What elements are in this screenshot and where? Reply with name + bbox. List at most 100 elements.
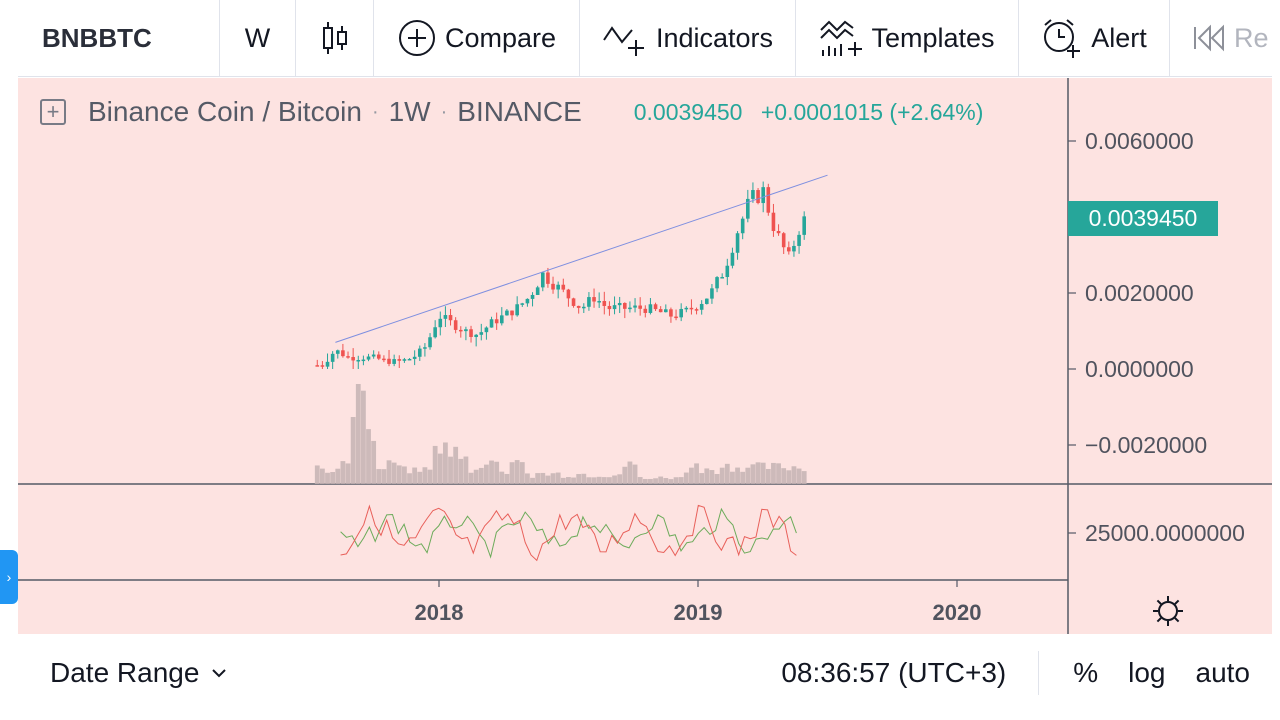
candle-body (699, 303, 704, 310)
candle-body (587, 297, 591, 307)
candle-body (658, 309, 663, 313)
alert-clock-icon (1044, 19, 1081, 58)
series-legend: + Binance Coin / Bitcoin · 1W · BINANCE … (40, 96, 983, 128)
timezone-clock[interactable]: 08:36:57 (UTC+3) (781, 657, 1007, 688)
interval-button[interactable]: W (220, 0, 296, 76)
candle-body (622, 302, 627, 309)
candle-body (653, 304, 658, 310)
volume-bar (658, 476, 664, 484)
candle-body (602, 301, 607, 306)
candle-body (515, 304, 519, 316)
top-toolbar: BNBBTC W Compare (18, 0, 1272, 77)
volume-bar (443, 442, 448, 484)
volume-bar (458, 458, 464, 484)
candle-body (607, 305, 612, 310)
oscillator-line-green (340, 507, 797, 559)
candle-body (581, 306, 586, 309)
volume-bar (750, 464, 756, 484)
candle-body (330, 353, 335, 362)
candle-body (792, 245, 796, 252)
symbol-search-button[interactable]: BNBBTC (18, 0, 220, 76)
candle-body (551, 283, 555, 290)
candle-body (351, 357, 355, 361)
chart-canvas[interactable]: 0.0060000 0.0020000 0.0000000 −0.0020000 250… (18, 78, 1272, 634)
volume-bar (683, 472, 689, 484)
compare-button[interactable]: Compare (374, 0, 580, 76)
volume-bar (519, 462, 525, 484)
candle-body (638, 305, 642, 309)
volume-bar (601, 477, 607, 484)
log-scale-button[interactable]: log (1128, 657, 1166, 688)
candle-body (740, 218, 745, 234)
volume-bar (402, 466, 407, 484)
volume-bar (637, 477, 643, 484)
volume-bar (340, 461, 346, 484)
volume-bar (478, 467, 484, 484)
volume-bar (319, 468, 325, 484)
chevron-down-icon (212, 669, 227, 678)
volume-bar (586, 477, 592, 484)
legend-change: +0.0001015 (+2.64%) (760, 98, 984, 125)
volume-bar (755, 462, 761, 484)
candle-body (674, 316, 678, 319)
volume-bar (760, 462, 766, 484)
volume-bar (678, 477, 684, 484)
candle-body (464, 329, 468, 332)
indicators-button[interactable]: Indicators (580, 0, 796, 76)
volume-bar (530, 477, 535, 484)
volume-bar (427, 469, 433, 484)
candle-body (402, 359, 407, 361)
volume-bar (627, 461, 633, 484)
candle-body (479, 332, 484, 335)
candle-body (802, 216, 806, 235)
candle-body (397, 359, 402, 361)
chart-area[interactable]: 0.0060000 0.0020000 0.0000000 −0.0020000 250… (18, 78, 1272, 634)
volume-bar (314, 465, 320, 484)
candle-body (617, 302, 622, 306)
replay-icon (1194, 24, 1224, 52)
sidebar-toggle-button[interactable]: › (0, 550, 18, 604)
replay-button[interactable]: Re (1170, 0, 1272, 76)
volume-bar (591, 477, 597, 484)
candle-body (510, 310, 514, 316)
chart-style-button[interactable] (296, 0, 374, 76)
volume-bar (350, 417, 356, 484)
candle-body (612, 305, 617, 310)
volume-bar (709, 470, 715, 484)
date-range-label: Date Range (50, 657, 200, 688)
candles-icon (322, 22, 347, 54)
alert-button[interactable]: Alert (1019, 0, 1170, 76)
auto-scale-button[interactable]: auto (1195, 657, 1251, 688)
volume-bar (668, 479, 674, 484)
volume-bar (514, 460, 520, 484)
candle-body (489, 319, 494, 328)
volume-bar (571, 477, 576, 484)
legend-last-price: 0.0039450 (633, 98, 743, 125)
candle-body (648, 304, 653, 313)
volume-bar (463, 456, 469, 484)
volume-bar (484, 464, 489, 484)
legend-toggle-icon[interactable]: + (40, 99, 66, 125)
candle-body (371, 354, 376, 357)
volume-bar (612, 475, 617, 484)
chart-settings-icon[interactable] (1151, 594, 1185, 628)
date-range-button[interactable]: Date Range (50, 657, 227, 689)
legend-interval: 1W (388, 96, 431, 127)
volume-bar (545, 475, 551, 484)
volume-bar (325, 472, 330, 484)
volume-bar (765, 468, 771, 484)
volume-bar (719, 467, 725, 484)
percent-scale-button[interactable]: % (1073, 657, 1099, 688)
candle-body (392, 359, 396, 364)
legend-quote: 0.0039450 +0.0001015 (+2.64%) (634, 99, 984, 126)
volume-bar (694, 463, 699, 484)
legend-separator: · (371, 100, 379, 123)
volume-bar (566, 477, 571, 484)
price-tick-label: 0.0060000 (1085, 128, 1194, 154)
volume-bar (432, 445, 438, 484)
templates-button[interactable]: Templates (796, 0, 1019, 76)
candle-body (535, 287, 540, 295)
candle-body (751, 190, 755, 199)
volume-bar (391, 462, 397, 484)
candle-body (546, 272, 550, 284)
